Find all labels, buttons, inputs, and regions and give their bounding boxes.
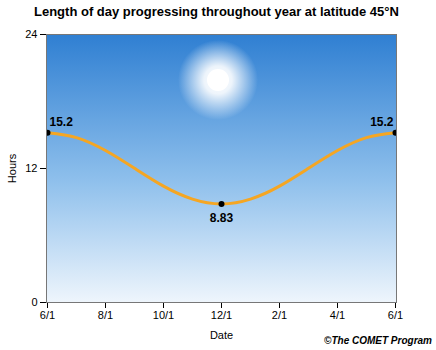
- svg-text:6/1: 6/1: [40, 309, 55, 321]
- svg-text:8/1: 8/1: [98, 309, 113, 321]
- svg-text:10/1: 10/1: [153, 309, 174, 321]
- svg-text:Hours: Hours: [6, 153, 18, 183]
- svg-text:6/1: 6/1: [388, 309, 403, 321]
- svg-text:0: 0: [31, 296, 37, 308]
- html-text:Length of day progressing thro: Length of day progressing throughout yea…: [34, 4, 399, 19]
- svg-text:8.83: 8.83: [210, 211, 234, 225]
- svg-text:12/1: 12/1: [211, 309, 232, 321]
- svg-text:2/1: 2/1: [272, 309, 287, 321]
- svg-text:12: 12: [25, 162, 37, 174]
- svg-text:24: 24: [25, 28, 37, 40]
- svg-text:Date: Date: [210, 329, 233, 341]
- html-text:©The COMET Program: ©The COMET Program: [324, 335, 432, 346]
- svg-text:15.2: 15.2: [370, 115, 394, 129]
- svg-text:4/1: 4/1: [330, 309, 345, 321]
- svg-text:15.2: 15.2: [50, 115, 74, 129]
